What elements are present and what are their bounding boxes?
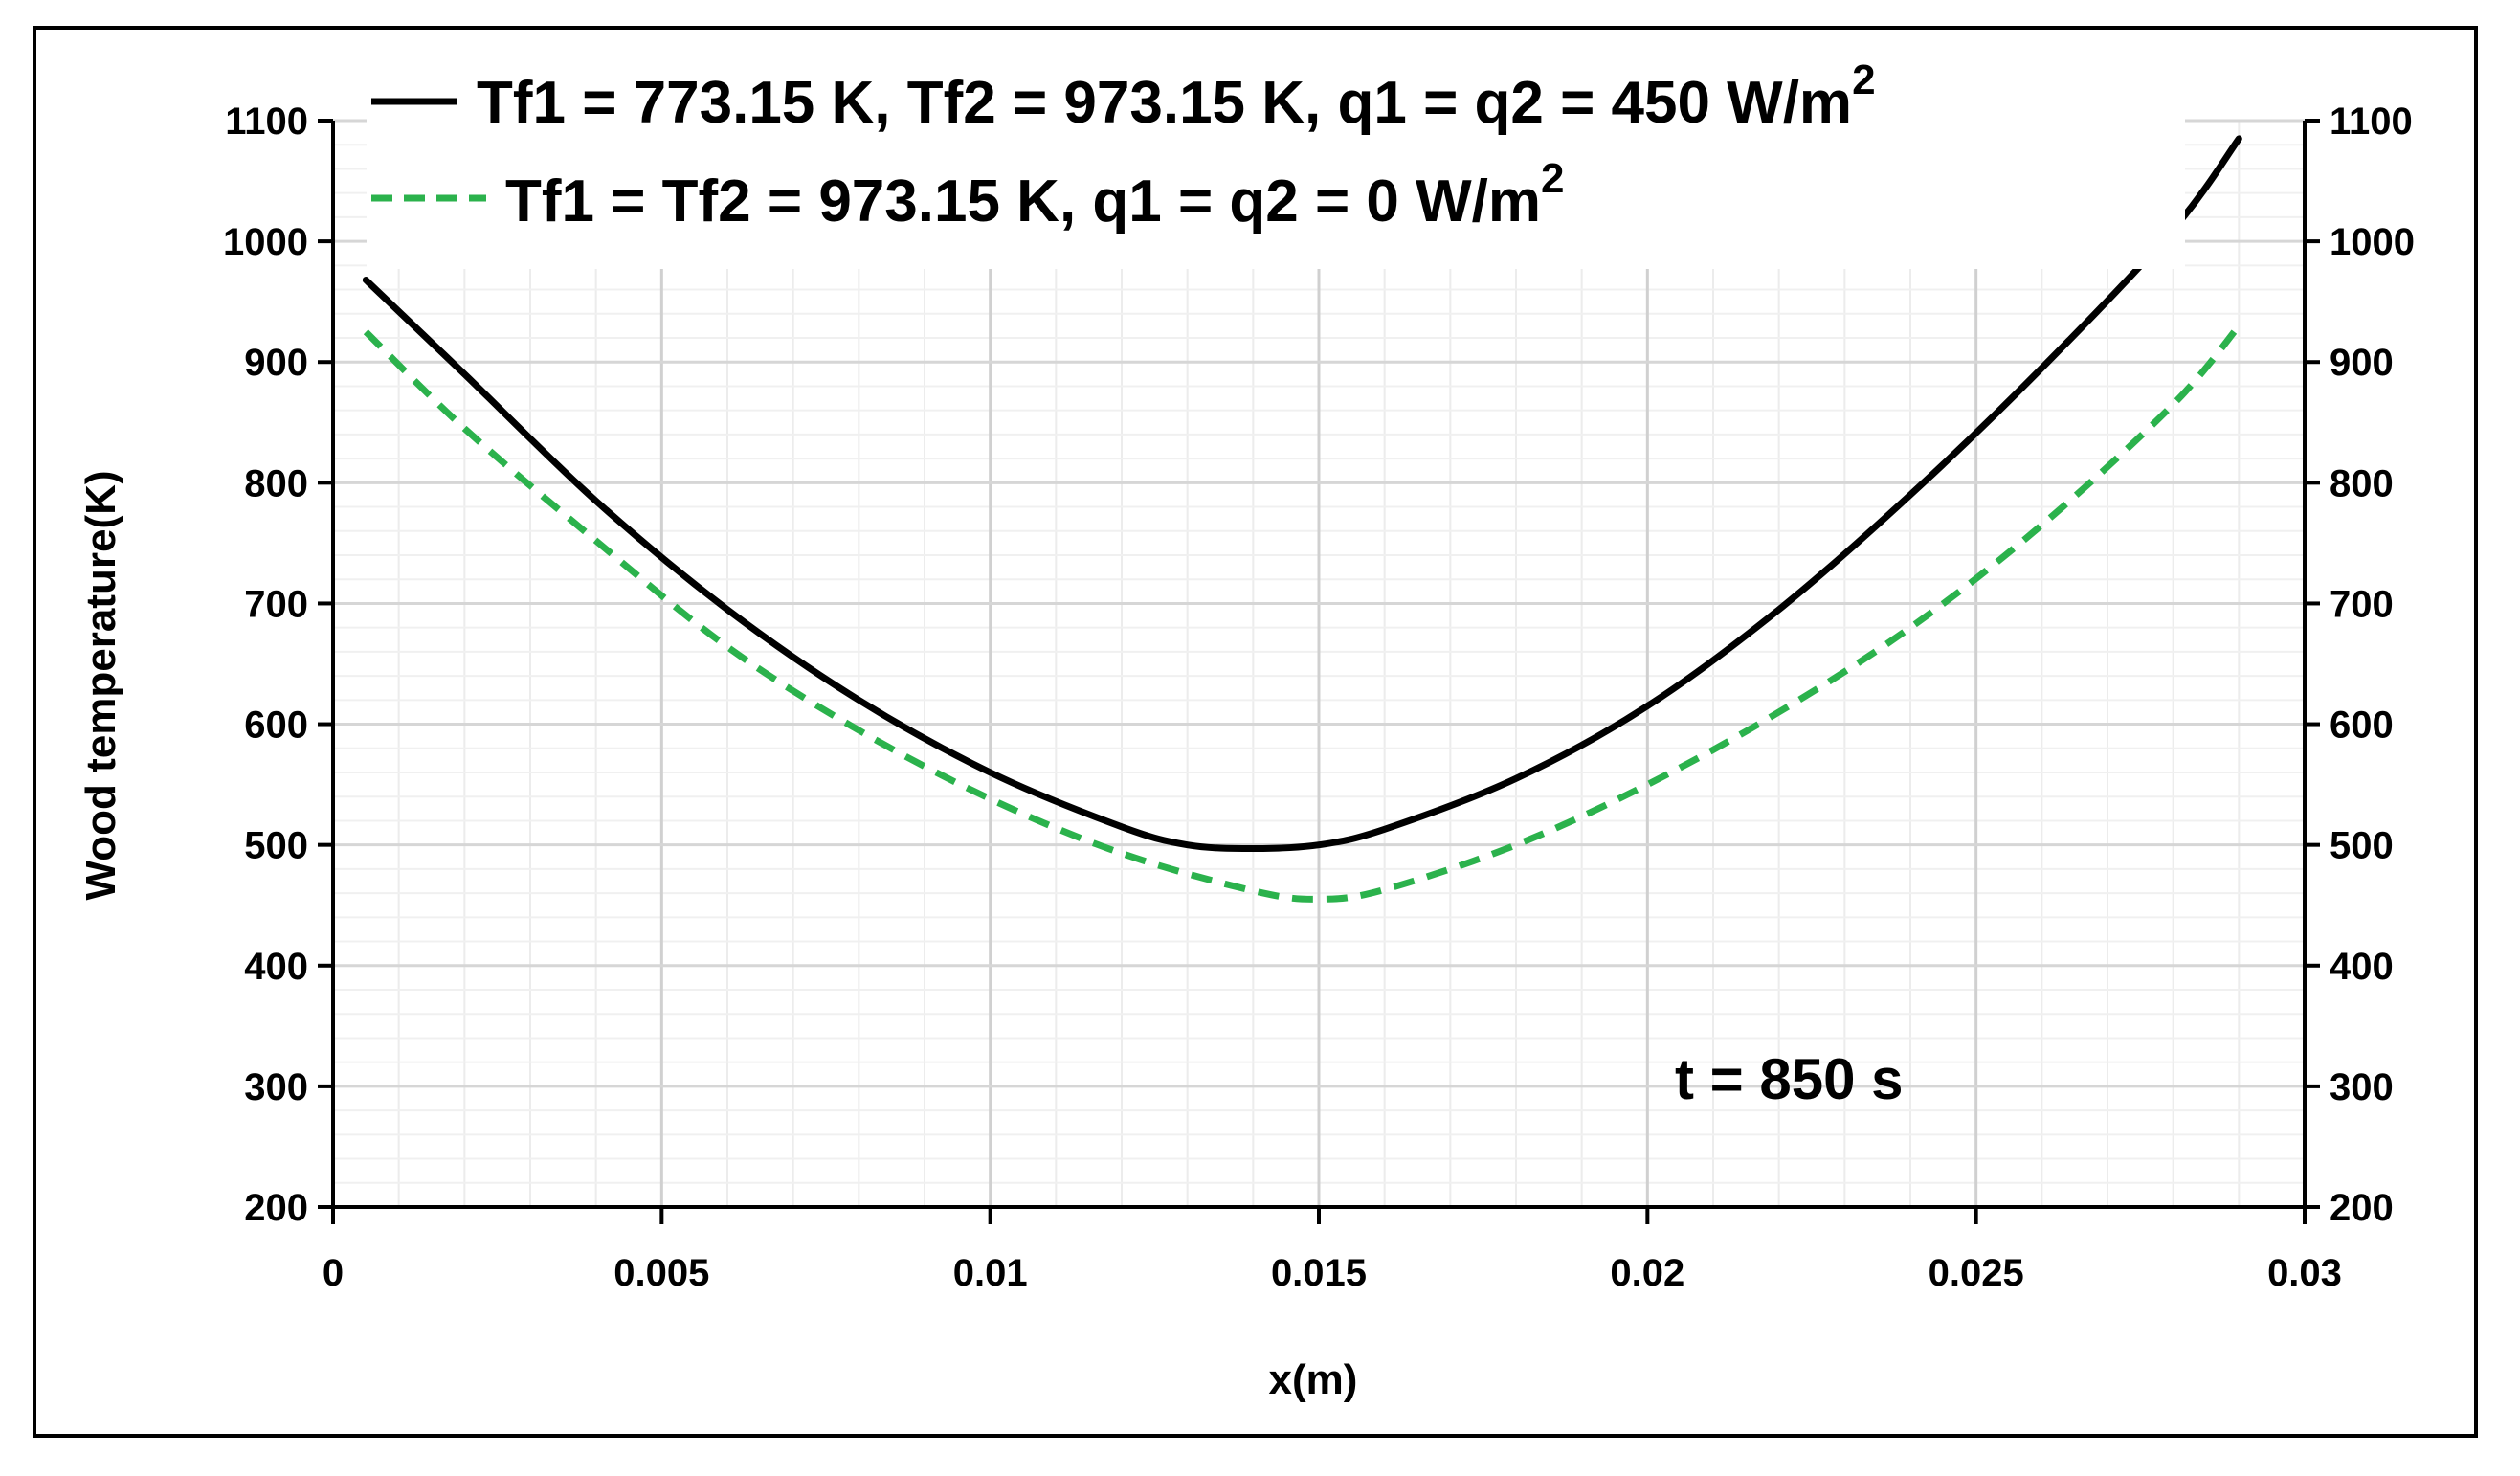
y-tick-label-right: 400 [2330, 946, 2394, 988]
y-axis-title: Wood temperature(K) [78, 471, 124, 901]
y-tick-label-right: 1100 [2330, 101, 2413, 143]
x-tick-label: 0.015 [1271, 1252, 1367, 1294]
legend-label-series-1-text: Tf1 = 773.15 K, Tf2 = 973.15 K, q1 = q2 … [477, 70, 1852, 136]
y-tick-label-right: 1000 [2330, 221, 2415, 263]
x-tick-labels: 0 0.005 0.01 0.015 0.02 0.025 0.03 [323, 1252, 2342, 1294]
series-line-2 [363, 324, 2241, 903]
legend-label-series-1-sup: 2 [1852, 56, 1875, 103]
y-tick-label-right: 500 [2330, 825, 2394, 867]
legend-label-series-2: Tf1 = Tf2 = 973.15 K, q1 = q2 = 0 W/m2 [505, 155, 1565, 235]
legend: Tf1 = 773.15 K, Tf2 = 973.15 K, q1 = q2 … [367, 56, 2185, 269]
y-tick-label-right: 700 [2330, 583, 2394, 625]
y-tick-label-left: 900 [244, 342, 308, 384]
legend-label-series-1: Tf1 = 773.15 K, Tf2 = 973.15 K, q1 = q2 … [477, 56, 1876, 136]
y-tick-label-left: 700 [244, 583, 308, 625]
series-lines [362, 135, 2242, 903]
y-tick-label-right: 800 [2330, 462, 2394, 504]
y-tick-label-right: 600 [2330, 704, 2394, 747]
y-tick-label-left: 500 [244, 825, 308, 867]
x-tick-label: 0.03 [2267, 1252, 2342, 1294]
axes [318, 119, 2320, 1224]
x-tick-label: 0.02 [1610, 1252, 1684, 1294]
y-tick-label-left: 600 [244, 704, 308, 747]
y-tick-labels-left: 200 300 400 500 600 700 800 900 1000 1100 [223, 101, 308, 1229]
x-axis-title: x(m) [1269, 1356, 1358, 1403]
y-tick-labels-right: 200 300 400 500 600 700 800 900 1000 1100 [2330, 101, 2415, 1229]
x-tick-label: 0.005 [613, 1252, 709, 1294]
y-tick-label-left: 1100 [225, 101, 308, 143]
y-tick-label-right: 200 [2330, 1187, 2394, 1229]
time-annotation: t = 850 s [1675, 1047, 1904, 1111]
y-tick-label-left: 400 [244, 946, 308, 988]
legend-label-series-2-sup: 2 [1541, 155, 1564, 202]
series-line-1 [362, 135, 2242, 852]
y-tick-label-left: 300 [244, 1066, 308, 1108]
y-tick-label-right: 900 [2330, 342, 2394, 384]
legend-background [367, 63, 2185, 269]
line-chart: 200 300 400 500 600 700 800 900 1000 1100 200 300 4… [78, 56, 2415, 1403]
y-tick-label-left: 200 [244, 1187, 308, 1229]
x-tick-label: 0.025 [1929, 1252, 2024, 1294]
x-tick-label: 0.01 [953, 1252, 1028, 1294]
y-tick-label-right: 300 [2330, 1066, 2394, 1108]
x-tick-label: 0 [323, 1252, 344, 1294]
y-tick-label-left: 1000 [223, 221, 308, 263]
grid-lines [333, 119, 2305, 1207]
y-tick-label-left: 800 [244, 462, 308, 504]
legend-label-series-2-text: Tf1 = Tf2 = 973.15 K, q1 = q2 = 0 W/m [505, 168, 1541, 235]
chart-frame: 200 300 400 500 600 700 800 900 1000 1100 200 300 4… [33, 26, 2478, 1438]
